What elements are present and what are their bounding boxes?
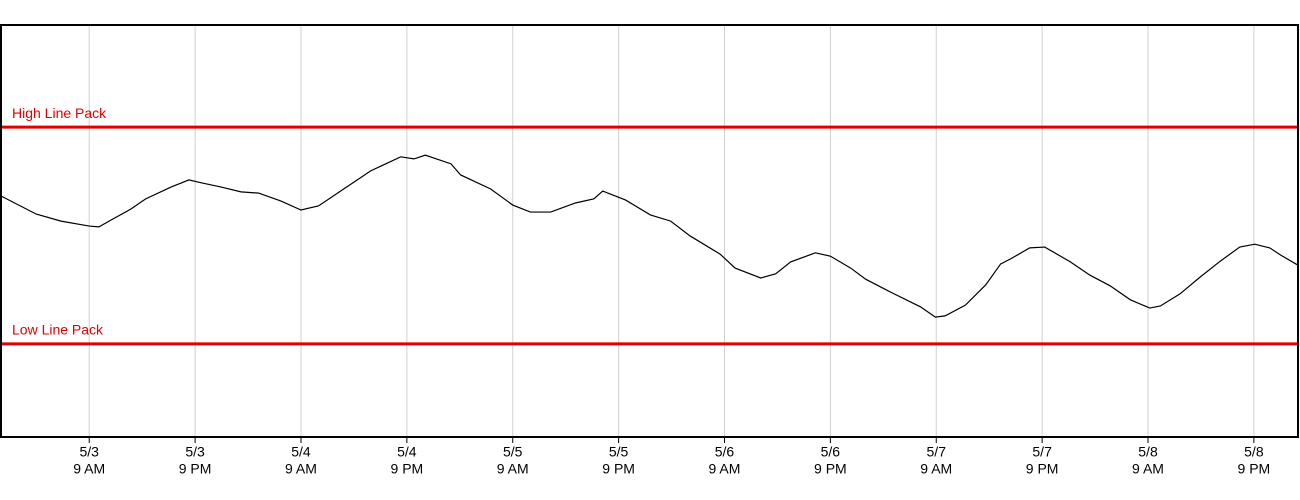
x-tick-label: 5/5: [503, 444, 523, 460]
x-tick-label: 9 PM: [391, 461, 424, 477]
x-tick-label: 9 AM: [73, 461, 105, 477]
threshold-label: High Line Pack: [12, 105, 107, 121]
x-tick-label: 5/7: [1032, 444, 1052, 460]
x-tick-label: 5/8: [1138, 444, 1158, 460]
x-tick-label: 5/6: [821, 444, 841, 460]
x-tick-label: 9 AM: [709, 461, 741, 477]
x-tick-label: 9 PM: [1026, 461, 1059, 477]
x-tick-label: 5/4: [397, 444, 417, 460]
x-tick-label: 9 AM: [920, 461, 952, 477]
x-tick-label: 5/3: [79, 444, 99, 460]
x-tick-label: 9 PM: [1238, 461, 1271, 477]
x-tick-label: 5/5: [609, 444, 629, 460]
x-tick-label: 5/7: [927, 444, 947, 460]
x-tick-label: 9 PM: [179, 461, 212, 477]
plot-frame: [0, 24, 1299, 438]
x-tick-label: 5/4: [291, 444, 311, 460]
x-tick-label: 5/8: [1244, 444, 1264, 460]
data-line: [0, 154, 1299, 318]
threshold-label: Low Line Pack: [12, 322, 104, 338]
x-tick-label: 9 AM: [497, 461, 529, 477]
x-tick-label: 9 AM: [285, 461, 317, 477]
x-tick-label: 5/6: [715, 444, 735, 460]
x-tick-label: 9 AM: [1132, 461, 1164, 477]
x-tick-label: 5/3: [185, 444, 205, 460]
x-tick-label: 9 PM: [814, 461, 847, 477]
x-tick-label: 9 PM: [602, 461, 635, 477]
